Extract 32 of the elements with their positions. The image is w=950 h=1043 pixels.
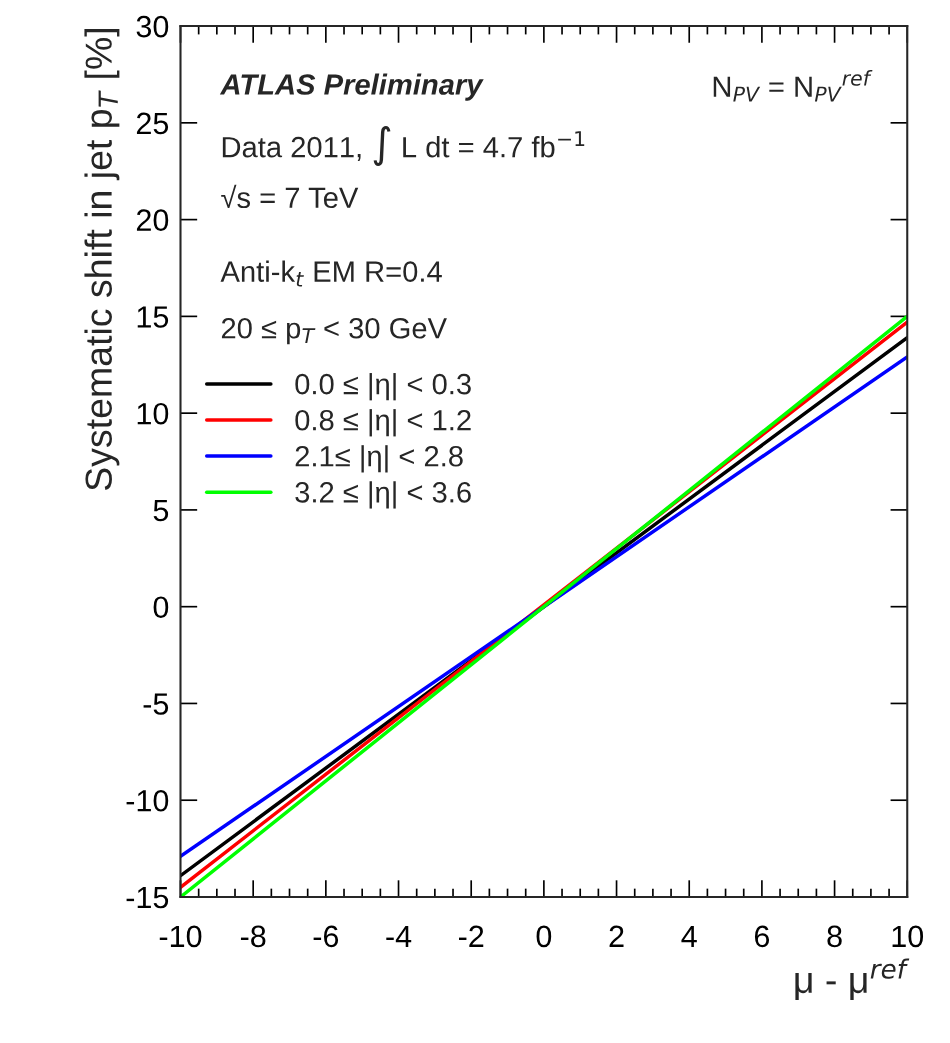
legend-label: 0.0 ≤ |η| < 0.3: [295, 373, 471, 401]
y-axis-title: Systematic shift in jet p$_{T}$ [%]: [84, 29, 120, 491]
x-tick-label: -6: [313, 925, 339, 948]
annotation: Data 2011, ∫ L dt = 4.7 fb$^{−1}$: [222, 125, 585, 166]
annotation: N$_{PV}$ = N$_{PV}$$^{ref}$: [713, 70, 873, 102]
x-tick-label: -4: [386, 925, 412, 947]
x-tick-label: -8: [240, 925, 266, 948]
x-tick-label: 8: [827, 925, 842, 948]
x-tick-label: 2: [609, 925, 624, 947]
y-tick-label: 25: [136, 112, 169, 135]
x-tick-label: 6: [754, 925, 770, 948]
x-tick-label: 10: [892, 925, 924, 948]
y-tick-label: -15: [126, 887, 169, 909]
y-tick-label: -10: [126, 789, 169, 812]
y-tick-label: 20: [136, 209, 169, 231]
x-tick-label: 0: [536, 925, 552, 948]
y-tick-label: 0: [153, 596, 169, 619]
y-tick-label: 5: [153, 499, 169, 522]
legend-label: 3.2 ≤ |η| < 3.6: [295, 481, 471, 509]
x-tick-label: 4: [681, 925, 697, 947]
legend-label: 2.1≤ |η| < 2.8: [295, 445, 463, 473]
y-tick-label: -5: [143, 693, 169, 715]
annotation: 20 ≤ p$_{T}$ < 30 GeV: [221, 317, 447, 345]
x-axis-title: μ - μ$^{ref}$: [795, 958, 910, 1001]
y-tick-label: 15: [137, 306, 169, 328]
annotation: √s = 7 TeV: [221, 184, 359, 209]
x-tick-label: -2: [458, 925, 484, 947]
annotation: Anti-k$_{t}$ EM R=0.4: [220, 260, 442, 287]
y-tick-label: 30: [136, 15, 169, 38]
annotation: ATLAS Preliminary: [219, 73, 484, 101]
y-tick-label: 10: [137, 402, 169, 425]
legend-label: 0.8 ≤ |η| < 1.2: [295, 409, 471, 437]
